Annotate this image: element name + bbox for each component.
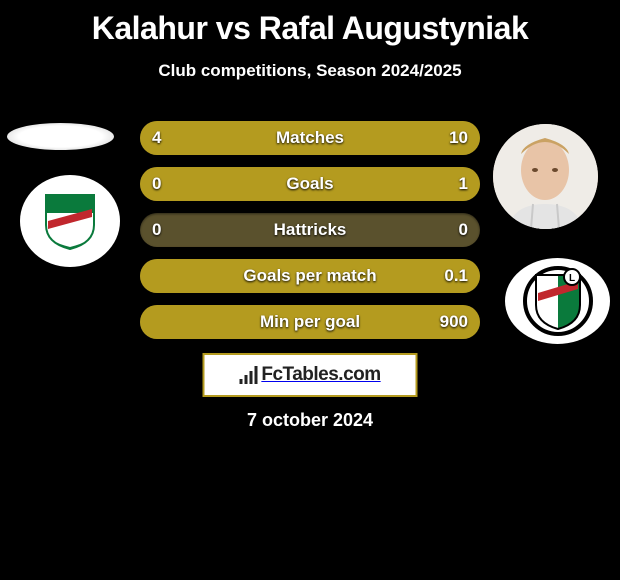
stat-row-gpm: Goals per match 0.1 <box>140 259 480 293</box>
club-left-badge <box>20 175 120 267</box>
player-right-avatar <box>493 124 598 229</box>
stat-label: Goals per match <box>140 259 480 293</box>
stat-right-value: 0.1 <box>444 259 468 293</box>
stat-row-goals: 0 Goals 1 <box>140 167 480 201</box>
club-right-badge: L <box>505 258 610 344</box>
brand-link[interactable]: FcTables.com <box>203 353 418 397</box>
stat-label: Goals <box>140 167 480 201</box>
stat-right-value: 10 <box>449 121 468 155</box>
stat-right-value: 900 <box>440 305 468 339</box>
stat-row-matches: 4 Matches 10 <box>140 121 480 155</box>
page-subtitle: Club competitions, Season 2024/2025 <box>0 61 620 81</box>
brand-bars-icon <box>239 366 257 384</box>
stat-label: Matches <box>140 121 480 155</box>
stat-right-value: 0 <box>459 213 468 247</box>
stat-row-hattricks: 0 Hattricks 0 <box>140 213 480 247</box>
stat-label: Min per goal <box>140 305 480 339</box>
brand-text: FcTables.com <box>261 364 380 386</box>
svg-text:L: L <box>568 273 574 284</box>
date-line: 7 october 2024 <box>0 410 620 431</box>
player-left-avatar <box>7 123 114 150</box>
stat-row-mpg: Min per goal 900 <box>140 305 480 339</box>
stats-area: 4 Matches 10 0 Goals 1 0 Hattricks 0 Goa… <box>140 121 480 351</box>
stat-right-value: 1 <box>459 167 468 201</box>
page-title: Kalahur vs Rafal Augustyniak <box>0 0 620 47</box>
stat-label: Hattricks <box>140 213 480 247</box>
